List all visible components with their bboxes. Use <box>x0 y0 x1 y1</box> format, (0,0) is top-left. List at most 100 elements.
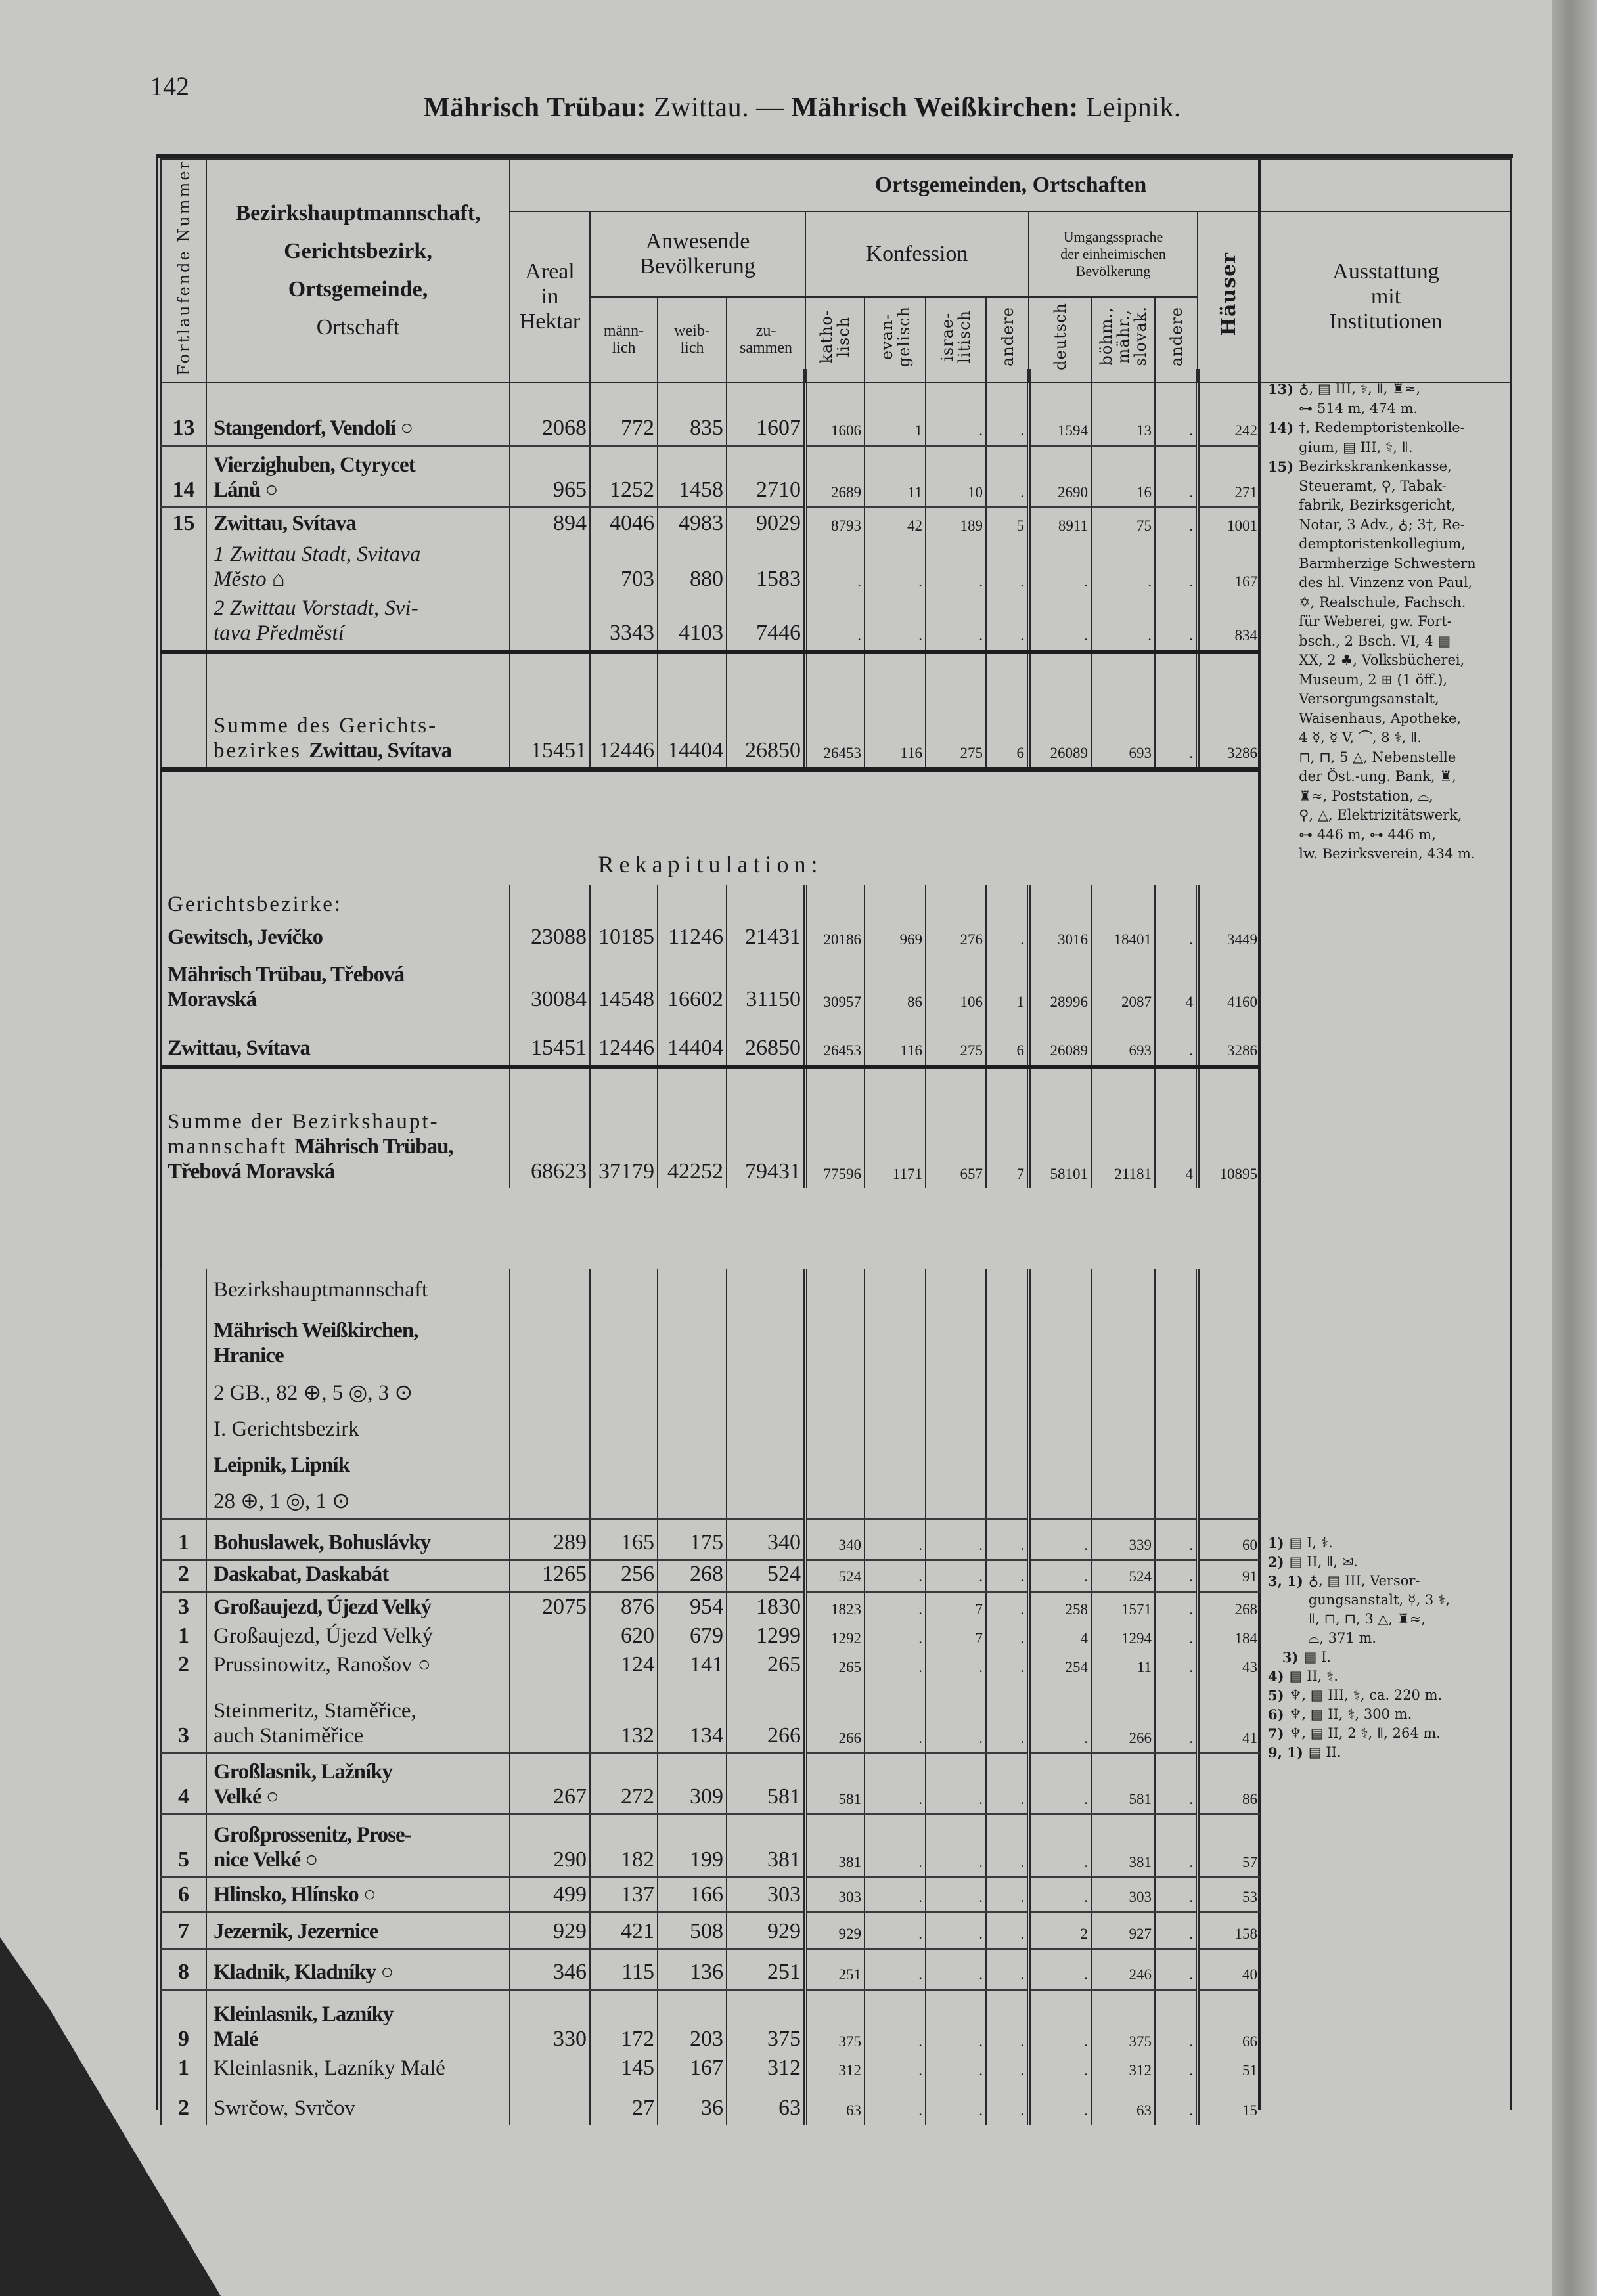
header-houses-label: Häuser <box>1217 252 1240 336</box>
value-cell <box>1027 884 1091 921</box>
value-cell <box>1027 1481 1091 1520</box>
value-cell: 63 <box>726 2084 805 2125</box>
value-cell: . <box>925 596 986 654</box>
value-cell: . <box>1154 1877 1198 1913</box>
value-cell: 894 <box>509 507 590 540</box>
value-cell: 60 <box>1196 1518 1260 1561</box>
value-cell: 26850 <box>726 1015 805 1069</box>
note-entry: 2) ▤ II, ǁ, ✉. <box>1268 1553 1512 1572</box>
district-heading: Leipnik, Lipník <box>206 1445 510 1482</box>
value-cell <box>864 1409 926 1446</box>
note-label: 14) <box>1268 420 1294 436</box>
place-name: Großaujezd, Újezd Velký <box>206 1591 510 1623</box>
value-cell: 167 <box>657 2055 727 2085</box>
value-cell: . <box>925 1949 986 1991</box>
value-cell: 30084 <box>509 953 590 1016</box>
value-cell <box>803 1268 865 1306</box>
value-cell: 679 <box>657 1623 727 1652</box>
value-cell: 927 <box>1091 1912 1155 1950</box>
value-cell <box>1196 1306 1260 1372</box>
note-label: 3) <box>1268 1649 1299 1666</box>
value-cell: 312 <box>803 2055 865 2085</box>
value-cell: 21431 <box>726 920 805 954</box>
note-lines: ♁, ▤ III, ⚕, ǁ, ♜≈, ⊶ 514 m, 474 m. <box>1299 380 1420 418</box>
value-cell: 16602 <box>657 953 727 1016</box>
value-cell: 265 <box>726 1652 805 1681</box>
value-cell <box>803 1306 865 1372</box>
value-cell: 30957 <box>803 953 865 1016</box>
section-gap <box>161 1188 1260 1269</box>
table-left-border <box>156 156 162 2110</box>
value-cell: . <box>985 596 1029 654</box>
value-cell: 1252 <box>589 445 658 508</box>
header-institutions: Ausstattung mit Institutionen <box>1259 211 1513 383</box>
value-cell <box>657 1409 727 1446</box>
value-cell: 4 <box>1154 953 1198 1016</box>
value-cell: 1001 <box>1196 507 1260 540</box>
value-cell <box>1091 1445 1155 1482</box>
row-number: 2 <box>160 1652 206 1681</box>
value-cell: . <box>1154 651 1198 772</box>
value-cell: 28996 <box>1027 953 1091 1016</box>
note-line: ⊓, ⊓, 5 △, Nebenstelle <box>1299 749 1456 765</box>
value-cell: 13 <box>1091 369 1155 447</box>
value-cell: 421 <box>589 1912 658 1950</box>
value-cell: 137 <box>589 1877 658 1913</box>
value-cell: 14404 <box>657 651 727 772</box>
value-cell: . <box>864 1989 926 2056</box>
value-cell: 2087 <box>1091 953 1155 1016</box>
place-name: Großprossenitz, Prose- nice Velké ○ <box>206 1814 510 1878</box>
note-lines: Bezirkskrankenkasse, Steueramt, ⚲, Tabak-… <box>1299 457 1476 864</box>
value-cell <box>1091 1371 1155 1409</box>
value-cell <box>589 884 658 921</box>
note-label: 7) <box>1268 1725 1284 1742</box>
value-cell <box>657 1481 727 1520</box>
table-row: Rekapitulation: <box>161 770 1260 885</box>
value-cell: . <box>985 1623 1029 1652</box>
value-cell: . <box>925 1877 986 1913</box>
note-lines: ♁, ▤ III, Versor-gungsanstalt, ☿, 3 ⚕, ǁ,… <box>1309 1572 1450 1648</box>
value-cell <box>589 1481 658 1520</box>
value-cell: 929 <box>803 1912 865 1950</box>
note-label: 5) <box>1268 1687 1284 1704</box>
place-name: Großaujezd, Újezd Velký <box>206 1623 510 1652</box>
value-cell: . <box>1154 1591 1198 1623</box>
value-cell: . <box>1027 1560 1091 1593</box>
row-number <box>160 1481 206 1520</box>
value-cell <box>803 1445 865 1482</box>
value-cell: 346 <box>509 1949 590 1991</box>
value-cell <box>864 1268 926 1306</box>
note-line: ⊶ 446 m, ⊶ 446 m, <box>1299 826 1436 843</box>
table-row: Bezirkshauptmannschaft <box>160 1268 1260 1306</box>
value-cell: 58101 <box>1027 1067 1091 1188</box>
value-cell: 20186 <box>803 920 865 954</box>
note-lines: ▤ I. <box>1303 1648 1331 1667</box>
value-cell: 276 <box>925 920 986 954</box>
value-cell: . <box>985 1591 1029 1623</box>
value-cell: 2690 <box>1027 445 1091 508</box>
value-cell <box>1196 1371 1260 1409</box>
table-row: Mährisch Trübau, Třebová Moravská 30084 14… <box>161 953 1260 1016</box>
value-cell: . <box>1091 540 1155 596</box>
row-number: 5 <box>160 1814 206 1878</box>
value-cell: 1171 <box>864 1067 926 1188</box>
note-line: gungsanstalt, ☿, 3 ⚕, <box>1308 1592 1451 1608</box>
value-cell: . <box>864 1591 926 1623</box>
value-cell <box>657 1371 727 1409</box>
value-cell: 1571 <box>1091 1591 1155 1623</box>
value-cell: . <box>925 1753 986 1815</box>
value-cell: 1607 <box>726 369 805 447</box>
value-cell: 524 <box>726 1560 805 1593</box>
table-row: 2 Swrčow, Svrčov 27 36 63 63.... 63. 15 <box>160 2084 1260 2125</box>
table-row: 7 Jezernik, Jezernice 929 421 508 929 929... 2 9… <box>160 1912 1260 1950</box>
sum-label: Summe des Gerichts- bezirkes Zwittau, Sv… <box>206 651 510 772</box>
header-catholic-label: katho- lisch <box>817 309 853 364</box>
value-cell <box>925 1409 986 1446</box>
value-cell: 184 <box>1196 1623 1260 1652</box>
value-cell: 37179 <box>589 1067 658 1188</box>
place-name: Steinmeritz, Staměřice, auch Staniměřice <box>206 1681 510 1754</box>
note-line: ♜≈, Poststation, ⌓, <box>1299 787 1433 804</box>
note-line: ✡, Realschule, Fachsch. <box>1299 594 1466 610</box>
value-cell: 68623 <box>509 1067 590 1188</box>
value-cell: 256 <box>589 1560 658 1593</box>
